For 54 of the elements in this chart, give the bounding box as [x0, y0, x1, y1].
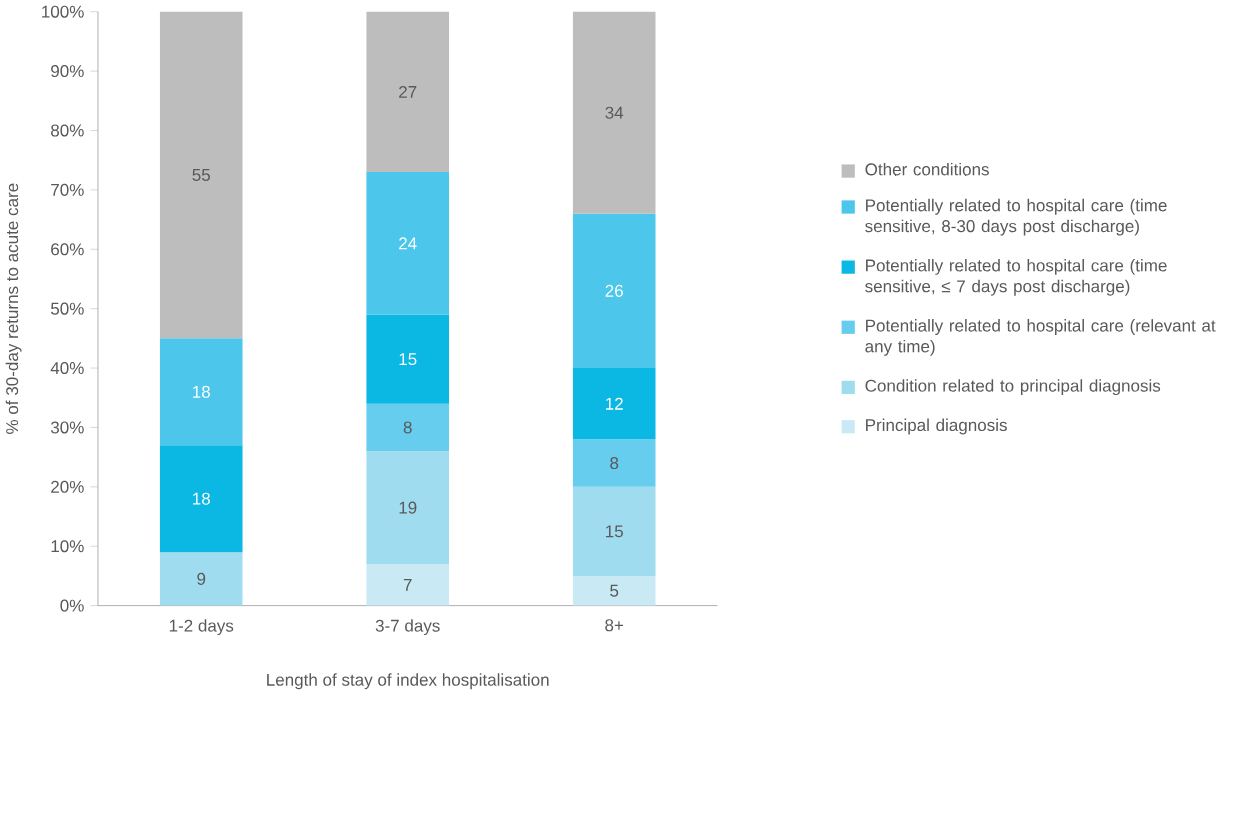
legend-label: Principal diagnosis	[866, 418, 1007, 435]
y-tick-label: 90%	[51, 64, 84, 77]
data-label: 18	[193, 492, 210, 505]
data-label: 19	[399, 501, 417, 514]
data-label: 8	[403, 421, 412, 434]
bar	[366, 11, 450, 172]
y-tick-label: 0%	[60, 599, 84, 612]
bar	[366, 403, 450, 452]
y-tick-label: 100%	[42, 5, 84, 18]
bar	[572, 486, 656, 576]
bar	[159, 338, 243, 446]
legend-label: Condition related to principal diagnosis	[865, 379, 1161, 395]
legend-label: Other conditions	[865, 162, 989, 176]
bar	[366, 314, 450, 404]
x-axis-title: Length of stay of index hospitalisation	[267, 673, 549, 690]
x-tick-label: 1-2 days	[169, 619, 234, 635]
y-tick-label: 10%	[51, 540, 84, 553]
bar	[159, 552, 243, 606]
y-tick-label: 50%	[50, 302, 84, 315]
bar	[159, 11, 243, 339]
data-label: 15	[399, 353, 417, 365]
data-label: 5	[610, 584, 619, 597]
x-tick-label: 8+	[605, 619, 624, 632]
data-label: 55	[192, 168, 210, 181]
y-tick-label: 70%	[51, 183, 84, 196]
legend-label: Potentially related to hospital care (relevant at any time)	[865, 318, 1216, 356]
bar	[572, 11, 656, 214]
data-label: 15	[606, 525, 623, 538]
y-tick-label: 60%	[51, 243, 84, 256]
bar	[366, 451, 450, 564]
y-tick-label: 20%	[51, 480, 84, 493]
data-label: 8	[610, 456, 619, 469]
bar	[366, 563, 450, 606]
data-label: 34	[605, 106, 624, 119]
bar	[572, 439, 656, 487]
bar	[572, 367, 656, 440]
data-label: 12	[606, 397, 623, 410]
y-tick-label: 40%	[50, 361, 84, 374]
data-label: 27	[399, 85, 417, 98]
y-tick-label: 30%	[50, 421, 84, 434]
legend-label: Potentially related to hospital care (time sensitive, 8-30 days post discharge)	[865, 198, 1167, 236]
y-tick-label: 80%	[51, 124, 84, 137]
bar	[572, 213, 656, 368]
bar	[572, 575, 656, 606]
data-label: 9	[197, 572, 206, 585]
data-label: 26	[605, 284, 623, 297]
data-label: 18	[193, 385, 210, 398]
data-label: 7	[403, 578, 412, 591]
bar	[366, 171, 450, 315]
bar	[159, 445, 243, 552]
legend-label: Potentially related to hospital care (time sensitive, ≤ 7 days post discharge)	[865, 258, 1167, 296]
data-label: 24	[399, 237, 417, 250]
x-tick-label: 3-7 days	[375, 619, 440, 635]
y-axis-title: % of 30-day returns to acute care	[5, 183, 22, 434]
